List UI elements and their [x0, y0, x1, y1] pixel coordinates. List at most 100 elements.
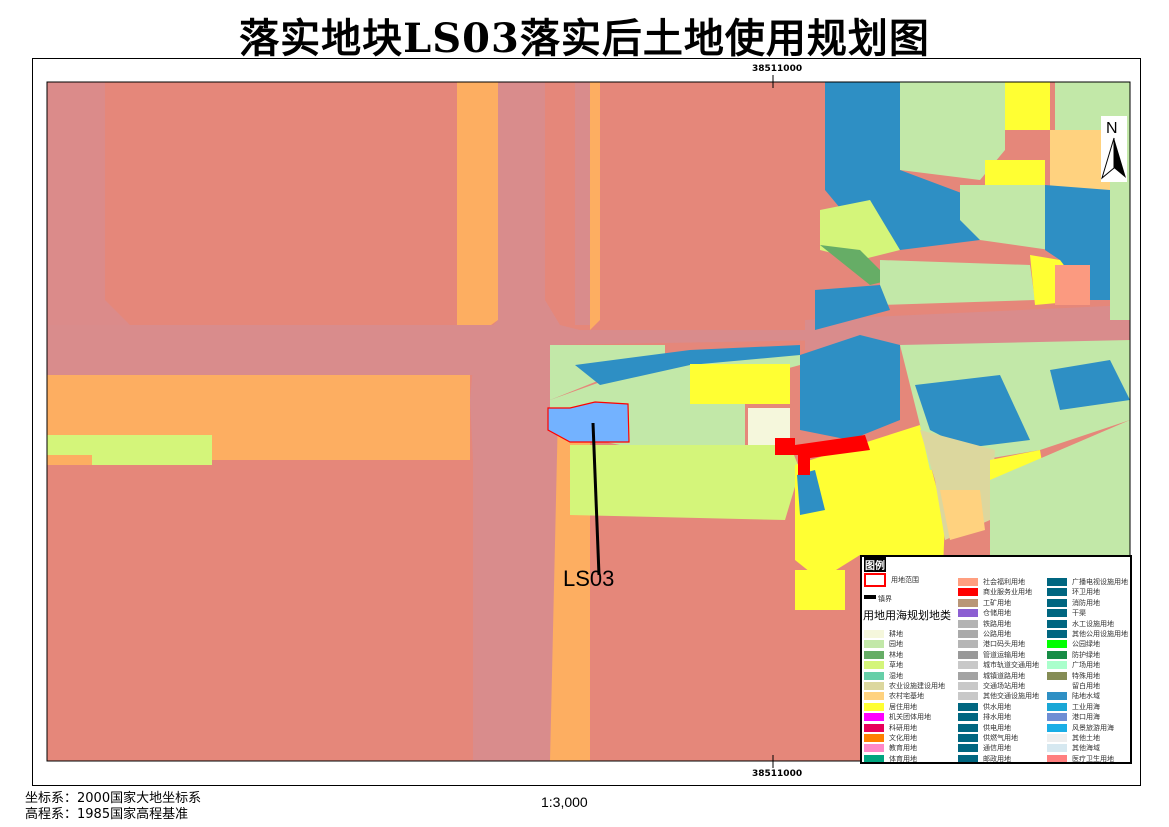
legend-item: 特殊用地	[1047, 671, 1100, 681]
legend-item: 农业设施建设用地	[864, 682, 945, 691]
legend-swatch	[958, 619, 978, 628]
legend-item-label: 通信用地	[983, 744, 1011, 753]
legend-swatch	[958, 692, 978, 701]
legend-swatch	[1047, 671, 1067, 680]
legend-item-label: 交通场站用地	[983, 682, 1025, 690]
legend-swatch	[864, 682, 884, 690]
legend-swatch	[864, 671, 884, 680]
legend-item-label: 林地	[889, 650, 903, 659]
north-label: N	[1106, 120, 1118, 137]
orange-band	[457, 82, 498, 340]
map-frame	[32, 58, 1141, 786]
legend-item: 排水用地	[958, 713, 1011, 722]
legend-item-label: 港口码头用地	[983, 640, 1025, 649]
legend-item: 其他海域	[1047, 744, 1100, 753]
legend-item: 湿地	[864, 671, 903, 681]
parcel-label: LS03	[563, 566, 614, 591]
legend-item: 广场用地	[1047, 661, 1100, 670]
legend-item: 工矿用地	[958, 598, 1011, 608]
legend-swatch	[1047, 640, 1067, 649]
legend-item-label: 风景旅游用海	[1072, 723, 1114, 732]
legend-item: 环卫用地	[1047, 588, 1100, 597]
leader-line	[591, 422, 601, 576]
legend-item: 体育用地	[864, 754, 917, 762]
legend-item-label: 农业设施建设用地	[889, 682, 945, 690]
legend-item-label: 居住用地	[889, 702, 917, 711]
legend-item: 耕地	[864, 630, 903, 639]
legend-item-label: 工业用海	[1072, 702, 1100, 711]
legend-swatch	[958, 671, 978, 680]
legend-item-label: 科研用地	[889, 723, 917, 732]
legend-item: 其他土地	[1047, 734, 1100, 743]
legend-swatch	[864, 734, 884, 742]
legend-item-label: 排水用地	[983, 713, 1011, 722]
legend-swatch	[1047, 588, 1067, 597]
legend-item: 风景旅游用海	[1047, 723, 1114, 733]
legend-swatch	[958, 702, 978, 711]
legend-swatch	[864, 630, 884, 638]
legend-swatch	[958, 682, 978, 690]
legend-item-label: 港口用海	[1072, 713, 1100, 722]
legend-swatch	[1047, 734, 1067, 742]
legend-item: 通信用地	[958, 744, 1011, 753]
legend-title: 图例	[864, 557, 886, 572]
legend-item: 防护绿地	[1047, 650, 1100, 660]
legend-item: 广播电视设施用地	[1047, 578, 1128, 587]
legend-item: 公路用地	[958, 630, 1011, 639]
legend-swatch	[1047, 598, 1067, 607]
legend-item-label: 邮政用地	[983, 754, 1011, 763]
legend-swatch	[1047, 661, 1067, 670]
legend-item: 留白用地	[1047, 682, 1100, 691]
legend-swatch	[864, 744, 884, 753]
legend-item: 消防用地	[1047, 598, 1100, 608]
legend-item-label: 广场用地	[1072, 661, 1100, 670]
legend-swatch	[864, 661, 884, 670]
legend-swatch	[1047, 650, 1067, 659]
legend-item-label: 水工设施用地	[1072, 619, 1114, 628]
legend-swatch	[1047, 744, 1067, 753]
legend: 图例 用地范围 镇界 用地用海规划地类 耕地 园地 林地 草地 湿地 农业设施建设用地 农村…	[860, 555, 1132, 764]
legend-boundary: 用地范围	[864, 573, 919, 587]
coord-system: 坐标系：2000国家大地坐标系	[25, 791, 202, 806]
legend-swatch	[958, 754, 978, 762]
legend-swatch	[1047, 630, 1067, 638]
legend-town-boundary: 镇界	[864, 595, 892, 604]
legend-swatch	[864, 723, 884, 732]
legend-item-label: 陆地水域	[1072, 692, 1100, 701]
legend-item-label: 其他海域	[1072, 744, 1100, 753]
legend-swatch	[958, 734, 978, 742]
legend-item: 公园绿地	[1047, 640, 1100, 649]
legend-item-label: 耕地	[889, 630, 903, 638]
legend-swatch	[1047, 619, 1067, 628]
legend-swatch	[1047, 702, 1067, 711]
legend-item-label: 干渠	[1072, 609, 1086, 618]
ls03-parcel[interactable]	[547, 401, 630, 443]
legend-swatch	[1047, 754, 1067, 762]
legend-item: 城市轨道交通用地	[958, 661, 1039, 670]
legend-item: 医疗卫生用地	[1047, 754, 1114, 762]
legend-item-label: 消防用地	[1072, 598, 1100, 607]
legend-item-label: 机关团体用地	[889, 713, 931, 722]
legend-item: 商业服务业用地	[958, 588, 1032, 597]
legend-item: 居住用地	[864, 702, 917, 712]
coord-label-top: 38511000	[752, 64, 803, 74]
legend-item-label: 城市轨道交通用地	[983, 661, 1039, 670]
legend-item: 草地	[864, 661, 903, 670]
legend-swatch	[958, 744, 978, 753]
legend-item: 城镇道路用地	[958, 671, 1025, 681]
legend-item: 机关团体用地	[864, 713, 931, 722]
legend-swatch	[1047, 578, 1067, 586]
legend-category-title: 用地用海规划地类	[863, 609, 951, 622]
legend-item: 科研用地	[864, 723, 917, 733]
legend-item-label: 城镇道路用地	[983, 671, 1025, 680]
legend-swatch	[958, 650, 978, 659]
legend-item-label: 教育用地	[889, 744, 917, 753]
legend-item: 邮政用地	[958, 754, 1011, 763]
legend-item-label: 公路用地	[983, 630, 1011, 638]
legend-item: 供水用地	[958, 702, 1011, 712]
legend-item: 水工设施用地	[1047, 619, 1114, 629]
north-arrow: N	[1101, 116, 1127, 182]
road-horizontal	[47, 325, 830, 375]
legend-swatch	[864, 650, 884, 659]
